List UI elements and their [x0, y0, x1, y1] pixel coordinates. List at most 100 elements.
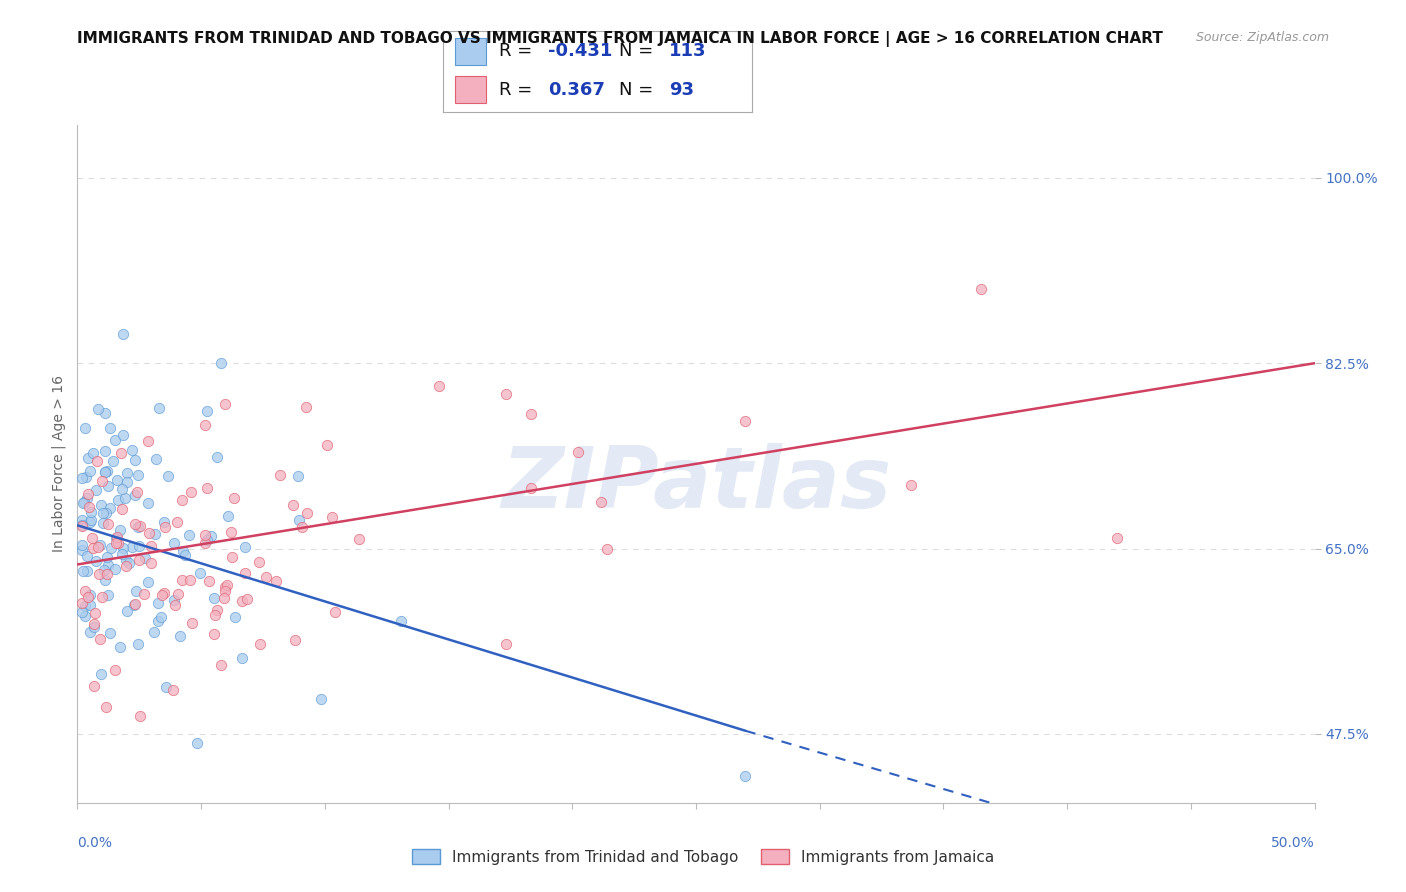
Point [82, 531, 104, 545]
Point [254, 570, 277, 584]
Point [110, 445, 132, 459]
Point [112, 541, 135, 556]
Point [520, 407, 543, 421]
Point [231, 651, 253, 665]
Point [82, 541, 104, 555]
Point [180, 485, 202, 500]
Point [202, 591, 225, 605]
Point [174, 548, 197, 562]
Point [309, 691, 332, 706]
Point [83, 620, 105, 634]
Point [87, 402, 110, 417]
Point [96, 567, 118, 582]
Point [349, 532, 371, 546]
Point [148, 596, 170, 610]
Bar [456, 37, 486, 65]
Point [194, 527, 217, 541]
Point [72, 518, 94, 533]
Point [72, 538, 94, 552]
Text: 50.0%: 50.0% [1271, 836, 1315, 850]
Point [89, 632, 111, 647]
Point [221, 550, 243, 565]
Point [389, 614, 412, 628]
Point [734, 769, 756, 783]
Point [155, 680, 177, 694]
Point [72, 605, 94, 619]
Point [143, 526, 166, 541]
Text: IMMIGRANTS FROM TRINIDAD AND TOBAGO VS IMMIGRANTS FROM JAMAICA IN LABOR FORCE | : IMMIGRANTS FROM TRINIDAD AND TOBAGO VS I… [77, 31, 1163, 47]
Point [94, 406, 117, 420]
Text: 93: 93 [669, 81, 693, 99]
Point [76, 491, 98, 505]
Point [93, 563, 115, 577]
Point [73, 495, 96, 509]
Point [79, 588, 101, 602]
Point [194, 535, 217, 549]
Point [72, 471, 94, 485]
Point [150, 588, 173, 602]
Text: ZIPatlas: ZIPatlas [501, 442, 891, 525]
Point [249, 637, 271, 651]
Point [115, 475, 138, 489]
Point [84, 483, 107, 497]
Point [93, 443, 115, 458]
Point [170, 493, 193, 508]
Point [186, 736, 208, 750]
Point [79, 599, 101, 613]
Point [148, 401, 170, 416]
Point [141, 556, 163, 570]
Point [91, 506, 114, 520]
Point [209, 657, 232, 672]
Point [72, 596, 94, 610]
Point [94, 465, 117, 479]
Point [89, 566, 111, 581]
Point [73, 609, 96, 624]
Point [269, 468, 291, 483]
Point [72, 543, 94, 558]
Point [91, 474, 114, 488]
Point [107, 492, 129, 507]
Point [163, 593, 186, 607]
Point [77, 590, 100, 604]
Point [72, 519, 94, 533]
Point [200, 529, 222, 543]
Point [157, 469, 180, 483]
Point [321, 509, 343, 524]
Point [115, 558, 138, 573]
Text: -0.431: -0.431 [548, 42, 613, 61]
Point [495, 386, 517, 401]
Point [233, 540, 256, 554]
Point [145, 451, 167, 466]
Point [111, 547, 134, 561]
Point [97, 588, 120, 602]
Point [110, 501, 132, 516]
Point [107, 536, 129, 550]
Point [214, 584, 236, 599]
Point [115, 466, 138, 480]
Point [190, 566, 212, 580]
Point [284, 633, 307, 648]
Point [82, 446, 104, 460]
Point [219, 524, 242, 539]
Point [129, 709, 152, 723]
Point [596, 542, 619, 557]
Point [96, 464, 118, 478]
Point [134, 551, 156, 566]
Point [76, 549, 98, 564]
Text: 113: 113 [669, 42, 706, 61]
Point [287, 469, 309, 483]
Point [127, 520, 149, 534]
Point [283, 499, 305, 513]
Point [224, 491, 246, 506]
Legend: Immigrants from Trinidad and Tobago, Immigrants from Jamaica: Immigrants from Trinidad and Tobago, Imm… [406, 843, 1000, 871]
Point [73, 584, 96, 599]
Point [124, 516, 146, 531]
Point [86, 540, 108, 554]
Point [77, 500, 100, 514]
Point [90, 667, 112, 681]
Point [152, 586, 174, 600]
Point [205, 450, 228, 465]
Text: R =: R = [499, 42, 537, 61]
Point [194, 417, 217, 432]
Point [138, 526, 160, 541]
